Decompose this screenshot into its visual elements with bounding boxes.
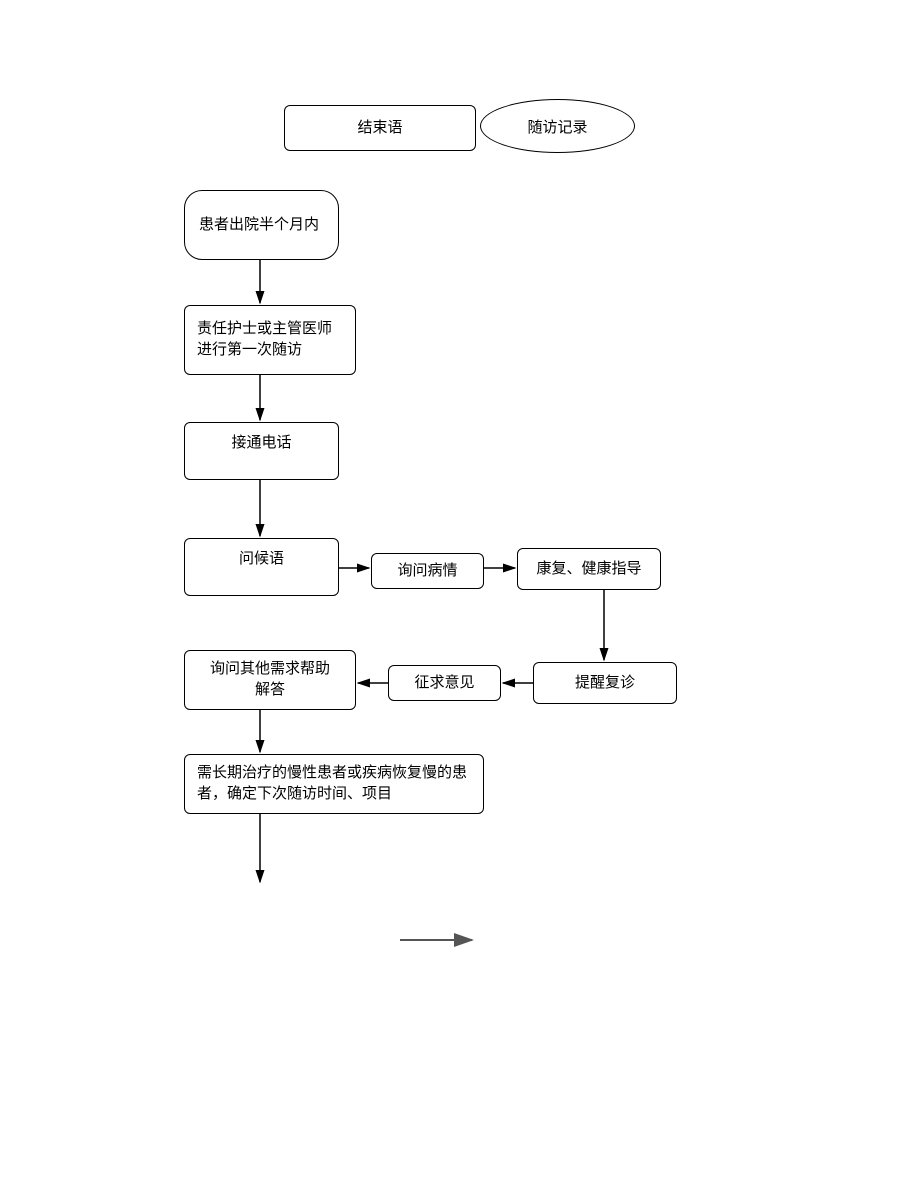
node-first-visit: 责任护士或主管医师进行第一次随访: [184, 305, 356, 375]
node-label: 患者出院半个月内: [199, 215, 319, 236]
node-label: 康复、健康指导: [536, 559, 641, 580]
node-label: 提醒复诊: [575, 673, 635, 694]
node-label: 责任护士或主管医师进行第一次随访: [197, 319, 343, 361]
node-discharge: 患者出院半个月内: [184, 190, 339, 260]
node-label: 随访记录: [527, 116, 587, 137]
node-greet: 问候语: [184, 538, 339, 596]
node-label: 需长期治疗的慢性患者或疾病恢复慢的患者，确定下次随访时间、项目: [197, 763, 471, 805]
node-ask-condition: 询问病情: [371, 553, 484, 589]
edges-layer: [0, 0, 920, 1191]
node-record: 随访记录: [480, 99, 635, 153]
node-label: 问候语: [239, 549, 284, 570]
node-guidance: 康复、健康指导: [517, 548, 661, 590]
node-label: 结束语: [357, 118, 402, 139]
node-feedback: 征求意见: [388, 665, 501, 701]
node-other-needs: 询问其他需求帮助解答: [184, 650, 356, 710]
node-end-phrase: 结束语: [284, 105, 476, 151]
node-label: 询问病情: [397, 561, 457, 582]
node-call: 接通电话: [184, 422, 339, 480]
node-label: 征求意见: [414, 673, 474, 694]
node-remind: 提醒复诊: [533, 662, 677, 704]
node-label: 询问其他需求帮助解答: [210, 659, 330, 701]
node-label: 接通电话: [231, 433, 291, 454]
node-chronic: 需长期治疗的慢性患者或疾病恢复慢的患者，确定下次随访时间、项目: [184, 754, 484, 814]
flowchart-canvas: 结束语 随访记录 患者出院半个月内 责任护士或主管医师进行第一次随访 接通电话 …: [0, 0, 920, 1191]
